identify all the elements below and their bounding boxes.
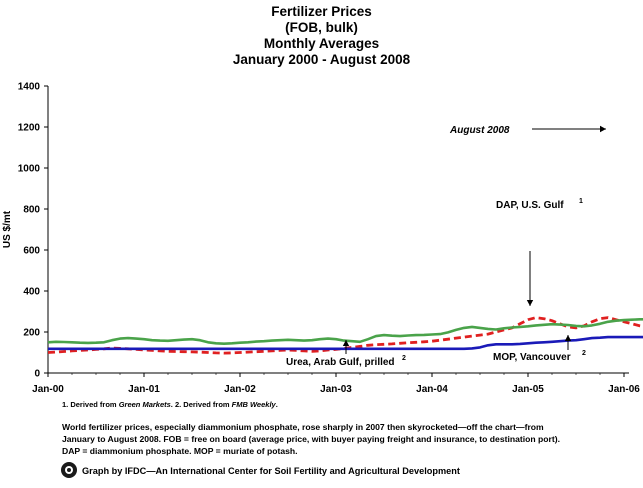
caption: World fertilizer prices, especially diam… — [62, 421, 637, 457]
arrow-august-2008-head — [600, 125, 606, 133]
annotation-urea: Urea, Arab Gulf, prilled — [286, 357, 395, 368]
arrow-urea-head — [342, 340, 350, 346]
caption-line-3: DAP = diammonium phosphate. MOP = muriat… — [62, 446, 298, 456]
footnote-text-3: . — [275, 400, 278, 409]
y-tick-label: 1400 — [18, 82, 41, 93]
x-tick-label: Jan-03 — [320, 384, 352, 395]
credit-line: Graph by IFDC—An International Center fo… — [82, 466, 460, 476]
annotation-dap-sup: 1 — [579, 198, 583, 205]
title-line-1: Fertilizer Prices — [271, 4, 372, 19]
y-tick-label: 0 — [34, 369, 40, 380]
title-line-2: (FOB, bulk) — [285, 20, 358, 35]
x-tick-label: Jan-02 — [224, 384, 256, 395]
arrow-mop-head — [564, 335, 572, 341]
footnote-source-1: Green Markets — [118, 400, 171, 409]
annotation-dap: DAP, U.S. Gulf — [496, 200, 564, 211]
credit-text: Graph by IFDC—An International Center fo… — [82, 466, 460, 476]
y-tick-label: 1000 — [18, 164, 41, 175]
series-line-dap — [47, 317, 643, 346]
caption-line-2: January to August 2008. FOB = free on bo… — [62, 434, 560, 444]
line-chart: 0 200 400 600 800 1000 1200 1400 US $/mt Jan-00 Ja… — [2, 82, 643, 395]
y-tick-label: 200 — [23, 328, 40, 339]
caption-line-1: World fertilizer prices, especially diam… — [62, 422, 544, 432]
y-tick-label: 400 — [23, 287, 40, 298]
title-line-4: January 2000 - August 2008 — [232, 52, 411, 67]
footnotes: 1. Derived from Green Markets. 2. Derive… — [62, 400, 278, 409]
arrow-dap-head — [526, 300, 534, 306]
annotation-mop: MOP, Vancouver — [493, 352, 571, 363]
annotation-august-2008: August 2008 — [449, 125, 510, 136]
footnote-text-2: . 2. Derived from — [170, 400, 232, 409]
title-line-3: Monthly Averages — [263, 36, 380, 51]
footnote-source-2: FMB Weekly — [231, 400, 276, 409]
x-tick-label: Jan-05 — [512, 384, 544, 395]
x-tick-label: Jan-06 — [608, 384, 640, 395]
annotation-urea-sup: 2 — [402, 355, 406, 362]
y-tick-label: 600 — [23, 246, 40, 257]
chart-title: Fertilizer Prices (FOB, bulk) Monthly Av… — [0, 4, 643, 68]
x-tick-label: Jan-00 — [32, 384, 64, 395]
series-line-mop — [48, 335, 643, 351]
y-axis-label: US $/mt — [2, 210, 13, 248]
footnote-text-1: 1. Derived from — [62, 400, 119, 409]
x-tick-label: Jan-04 — [416, 384, 448, 395]
annotation-mop-sup: 2 — [582, 350, 586, 357]
ifdc-logo-icon — [61, 462, 77, 478]
x-tick-label: Jan-01 — [128, 384, 160, 395]
y-tick-label: 1200 — [18, 123, 41, 134]
y-tick-label: 800 — [23, 205, 40, 216]
series-line-urea — [47, 316, 643, 355]
